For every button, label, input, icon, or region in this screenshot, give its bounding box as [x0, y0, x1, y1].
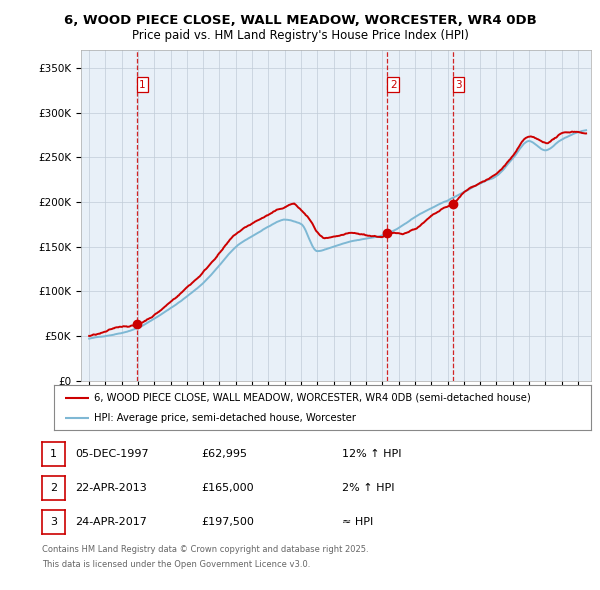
Text: 2: 2	[390, 80, 397, 90]
Text: HPI: Average price, semi-detached house, Worcester: HPI: Average price, semi-detached house,…	[94, 413, 356, 423]
Text: ≈ HPI: ≈ HPI	[342, 517, 373, 527]
Text: £165,000: £165,000	[201, 483, 254, 493]
Text: 12% ↑ HPI: 12% ↑ HPI	[342, 449, 401, 458]
Text: £62,995: £62,995	[201, 449, 247, 458]
Text: 6, WOOD PIECE CLOSE, WALL MEADOW, WORCESTER, WR4 0DB (semi-detached house): 6, WOOD PIECE CLOSE, WALL MEADOW, WORCES…	[94, 393, 531, 402]
Text: 3: 3	[50, 517, 57, 527]
Text: 3: 3	[455, 80, 462, 90]
Text: This data is licensed under the Open Government Licence v3.0.: This data is licensed under the Open Gov…	[42, 560, 310, 569]
Text: Contains HM Land Registry data © Crown copyright and database right 2025.: Contains HM Land Registry data © Crown c…	[42, 545, 368, 554]
Text: 2% ↑ HPI: 2% ↑ HPI	[342, 483, 395, 493]
Text: 22-APR-2013: 22-APR-2013	[75, 483, 147, 493]
Text: 6, WOOD PIECE CLOSE, WALL MEADOW, WORCESTER, WR4 0DB: 6, WOOD PIECE CLOSE, WALL MEADOW, WORCES…	[64, 14, 536, 27]
Text: 05-DEC-1997: 05-DEC-1997	[75, 449, 149, 458]
Text: £197,500: £197,500	[201, 517, 254, 527]
Text: 24-APR-2017: 24-APR-2017	[75, 517, 147, 527]
Text: Price paid vs. HM Land Registry's House Price Index (HPI): Price paid vs. HM Land Registry's House …	[131, 30, 469, 42]
Text: 1: 1	[139, 80, 146, 90]
Text: 2: 2	[50, 483, 57, 493]
Text: 1: 1	[50, 449, 57, 458]
